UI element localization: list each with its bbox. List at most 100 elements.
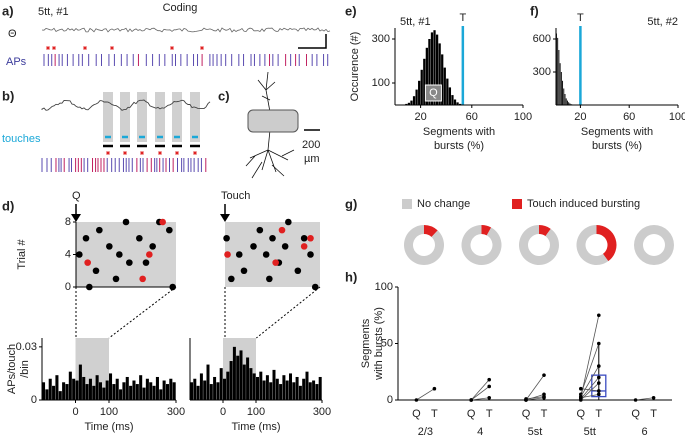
burst-star xyxy=(123,151,127,155)
pair-point xyxy=(432,386,437,391)
donut-segment xyxy=(576,225,609,265)
bar xyxy=(256,376,259,400)
y-tick-label: 50 xyxy=(381,337,393,349)
panel-label: a) xyxy=(2,3,14,18)
pair-point xyxy=(414,398,419,402)
legend-swatch xyxy=(512,199,522,209)
burst-star xyxy=(46,46,50,50)
burst-star xyxy=(83,46,87,50)
legend-label: No change xyxy=(417,198,470,210)
x-tick-label: 100 xyxy=(247,406,265,418)
bar xyxy=(453,99,457,105)
bar xyxy=(102,387,106,400)
bar xyxy=(292,382,296,400)
bar xyxy=(418,80,421,105)
bar xyxy=(190,382,193,400)
x-tick-label: T xyxy=(595,408,602,420)
pair-point xyxy=(579,395,583,400)
y-tick-label: 0 xyxy=(31,394,37,406)
spike-dot xyxy=(300,234,308,242)
chart-title: 5tt, #1 xyxy=(400,16,431,28)
bar xyxy=(122,382,126,400)
x-tick-label: 60 xyxy=(623,111,635,123)
marker-label: Q xyxy=(429,87,438,99)
cell-label: 5tt, #1 xyxy=(38,6,69,18)
bar xyxy=(448,87,452,105)
burst-star xyxy=(158,151,162,155)
bar xyxy=(275,378,279,400)
chart-title: 5tt, #2 xyxy=(647,16,678,28)
connector xyxy=(256,286,321,339)
y-axis-label: /bin xyxy=(19,360,31,378)
bar xyxy=(199,373,203,400)
bar xyxy=(562,80,564,105)
pair-point xyxy=(542,395,546,400)
x-tick-label: 100 xyxy=(100,406,118,418)
x-axis-label: Time (ms) xyxy=(84,421,133,433)
x-tick-label: T xyxy=(650,408,657,420)
y-tick-label: 600 xyxy=(533,33,551,45)
bar xyxy=(152,385,156,400)
bar xyxy=(72,378,76,400)
spike-dot xyxy=(159,218,166,226)
x-tick-label: Q xyxy=(522,408,531,420)
spike-dot xyxy=(240,267,248,275)
x-tick-label: T xyxy=(486,408,493,420)
spike-dot xyxy=(250,243,257,250)
panel-label: g) xyxy=(345,196,357,211)
y-tick-label: 100 xyxy=(375,281,393,293)
y-axis-label: Occurence (#) xyxy=(349,32,361,102)
spike-dot xyxy=(307,251,314,258)
pair-line xyxy=(471,397,490,401)
bar xyxy=(75,380,79,400)
x-tick-label: 20 xyxy=(414,111,426,123)
category-label: 4 xyxy=(477,426,483,438)
bar xyxy=(315,384,319,400)
pair-point xyxy=(597,389,601,393)
bar xyxy=(165,384,169,400)
bar xyxy=(558,50,560,105)
y-tick-label: 8 xyxy=(65,216,71,228)
bar xyxy=(58,391,62,400)
bar xyxy=(78,364,82,400)
bar xyxy=(305,371,309,400)
bar xyxy=(209,384,213,400)
event-label: Q xyxy=(72,190,81,202)
bar xyxy=(565,98,567,105)
pair-point xyxy=(597,313,601,318)
touch-window xyxy=(155,92,165,142)
bar xyxy=(142,387,146,400)
bar xyxy=(125,376,129,400)
spike-dot xyxy=(285,218,292,226)
connector xyxy=(108,286,177,339)
spike-dot xyxy=(112,275,120,283)
category-label: 6 xyxy=(642,426,648,438)
bar xyxy=(420,69,423,105)
x-tick-label: 0 xyxy=(72,406,78,418)
spike-dot xyxy=(281,243,289,250)
bar xyxy=(446,78,449,105)
bar xyxy=(438,43,441,105)
bar xyxy=(302,378,306,400)
bar xyxy=(456,102,459,105)
x-tick-label: Q xyxy=(412,408,421,420)
pair-point xyxy=(487,384,492,389)
x-tick-label: 300 xyxy=(167,406,185,418)
bar xyxy=(155,376,159,400)
bar xyxy=(55,375,59,400)
spike-dot xyxy=(139,275,146,283)
bar xyxy=(428,39,431,105)
legend-label: Touch induced bursting xyxy=(527,198,640,210)
x-tick-label: Q xyxy=(467,408,476,420)
bar xyxy=(405,103,408,105)
spike-dot xyxy=(76,251,83,258)
trace xyxy=(41,99,211,111)
bar xyxy=(45,389,49,400)
layer-box xyxy=(247,109,299,133)
panel-label: b) xyxy=(2,88,14,103)
x-tick-label: T xyxy=(431,408,438,420)
pair-line xyxy=(580,315,600,398)
pair-line xyxy=(580,343,600,395)
pair-point xyxy=(469,398,474,402)
bar xyxy=(135,384,139,400)
